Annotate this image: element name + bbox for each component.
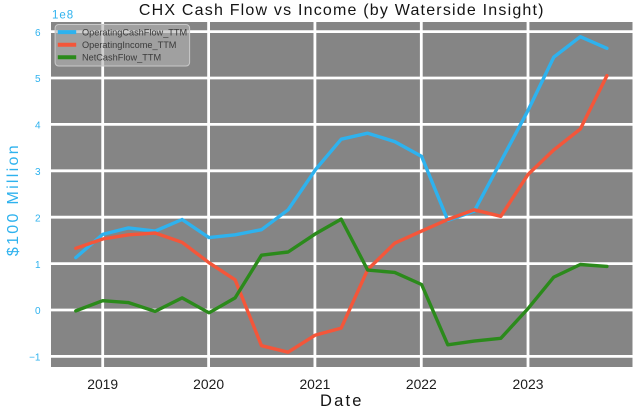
svg-text:OperatingCashFlow_TTM: OperatingCashFlow_TTM — [82, 27, 187, 37]
svg-text:0: 0 — [35, 306, 41, 317]
svg-text:2019: 2019 — [87, 376, 118, 392]
svg-text:$100 Million: $100 Million — [5, 143, 22, 256]
svg-text:2022: 2022 — [406, 376, 437, 392]
svg-text:Date: Date — [320, 392, 364, 410]
svg-text:OperatingIncome_TTM: OperatingIncome_TTM — [82, 40, 176, 50]
svg-text:4: 4 — [35, 121, 41, 132]
svg-text:CHX Cash Flow vs Income (by Wa: CHX Cash Flow vs Income (by Waterside In… — [139, 2, 545, 19]
svg-text:6: 6 — [35, 28, 41, 39]
svg-text:3: 3 — [35, 167, 41, 178]
svg-text:2021: 2021 — [299, 376, 330, 392]
svg-text:NetCashFlow_TTM: NetCashFlow_TTM — [82, 53, 161, 63]
svg-text:2: 2 — [35, 213, 41, 224]
svg-text:−1: −1 — [29, 353, 41, 364]
svg-text:2023: 2023 — [513, 376, 544, 392]
svg-text:1: 1 — [35, 260, 41, 271]
svg-text:2020: 2020 — [193, 376, 224, 392]
svg-text:5: 5 — [35, 74, 41, 85]
svg-text:1e8: 1e8 — [52, 9, 74, 21]
